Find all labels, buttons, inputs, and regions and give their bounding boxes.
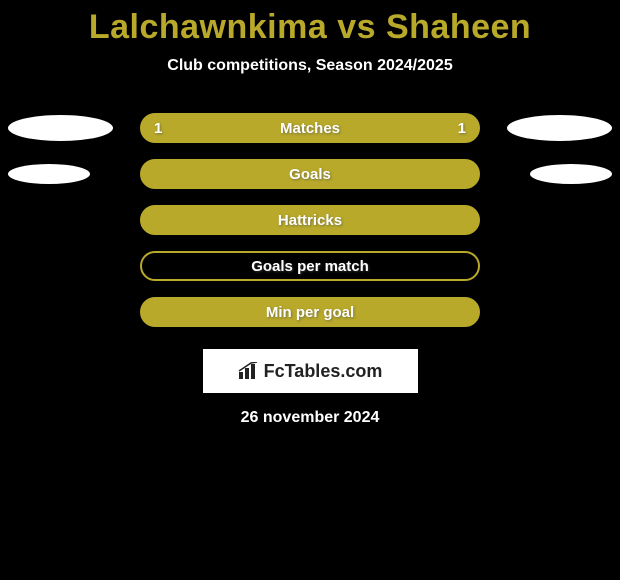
bar-chart-icon: [238, 362, 260, 380]
stat-label: Goals per match: [251, 258, 369, 275]
stat-label: Goals: [289, 166, 331, 183]
left-value: 1: [154, 120, 162, 137]
stat-bar: Goals per match: [140, 251, 480, 281]
stat-bar: Min per goal: [140, 297, 480, 327]
comparison-row: Goals per match: [0, 243, 620, 289]
comparison-row: Goals: [0, 151, 620, 197]
comparison-row: Hattricks: [0, 197, 620, 243]
right-ellipse: [530, 164, 612, 184]
left-ellipse: [8, 164, 90, 184]
fctables-logo: FcTables.com: [238, 361, 383, 382]
left-ellipse: [8, 115, 113, 141]
stat-bar: Hattricks: [140, 205, 480, 235]
stat-label: Matches: [280, 120, 340, 137]
comparison-rows: 1 Matches 1 Goals Hattricks Goals per match Mi…: [0, 105, 620, 335]
right-ellipse: [507, 115, 612, 141]
comparison-row: 1 Matches 1: [0, 105, 620, 151]
logo-box: FcTables.com: [203, 349, 418, 393]
stat-label: Min per goal: [266, 304, 354, 321]
logo-text: FcTables.com: [264, 361, 383, 382]
page-subtitle: Club competitions, Season 2024/2025: [0, 57, 620, 75]
date-text: 26 november 2024: [0, 409, 620, 427]
page-title: Lalchawnkima vs Shaheen: [0, 0, 620, 47]
stat-bar: Goals: [140, 159, 480, 189]
comparison-row: Min per goal: [0, 289, 620, 335]
stat-label: Hattricks: [278, 212, 342, 229]
right-value: 1: [458, 120, 466, 137]
stat-bar: 1 Matches 1: [140, 113, 480, 143]
